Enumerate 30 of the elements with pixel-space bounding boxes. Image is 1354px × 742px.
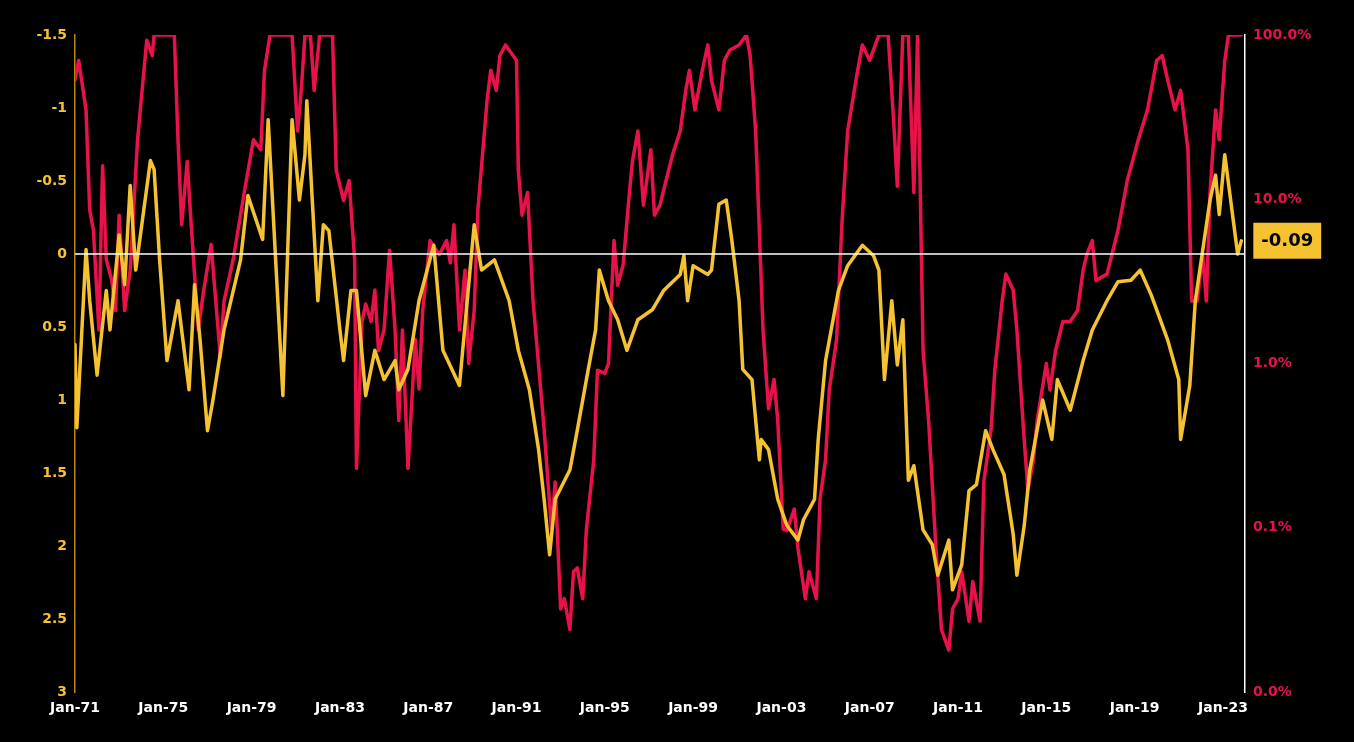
y-tick-label: 2: [57, 536, 67, 553]
x-tick-label: Jan-03: [755, 699, 807, 716]
x-tick-label: Jan-15: [1020, 699, 1072, 716]
y-tick-label: 1.5: [42, 463, 67, 480]
x-tick-label: Jan-83: [313, 699, 365, 716]
y-tick-label: -1.5: [36, 25, 67, 42]
x-tick-label: Jan-23: [1196, 699, 1248, 716]
y-tick-label: 2.5: [42, 609, 67, 626]
x-tick-label: Jan-07: [843, 699, 895, 716]
x-tick-label: Jan-75: [137, 699, 189, 716]
y2-tick-label: 1.0%: [1253, 354, 1292, 371]
x-tick-label: Jan-99: [667, 699, 719, 716]
y2-tick-label: 0.0%: [1253, 682, 1292, 699]
x-tick-label: Jan-79: [225, 699, 277, 716]
y-tick-label: -0.5: [36, 171, 67, 188]
y-tick-label: 0: [57, 244, 68, 261]
y2-tick-label: 10.0%: [1253, 189, 1302, 206]
y2-tick-label: 100.0%: [1253, 25, 1312, 42]
x-tick-label: Jan-11: [932, 699, 983, 716]
annotation: -0.09: [1261, 228, 1314, 250]
x-tick-label: Jan-95: [578, 699, 630, 716]
y-tick-label: 3: [57, 682, 67, 699]
x-tick-label: Jan-87: [402, 699, 454, 716]
x-tick-label: Jan-91: [490, 699, 542, 716]
x-tick-label: Jan-71: [49, 699, 100, 716]
y-tick-label: 1: [57, 390, 67, 407]
y-tick-label: 0.5: [42, 317, 67, 334]
x-tick-label: Jan-19: [1108, 699, 1160, 716]
y2-tick-label: 0.1%: [1253, 518, 1292, 535]
y-tick-label: -1: [51, 98, 67, 115]
